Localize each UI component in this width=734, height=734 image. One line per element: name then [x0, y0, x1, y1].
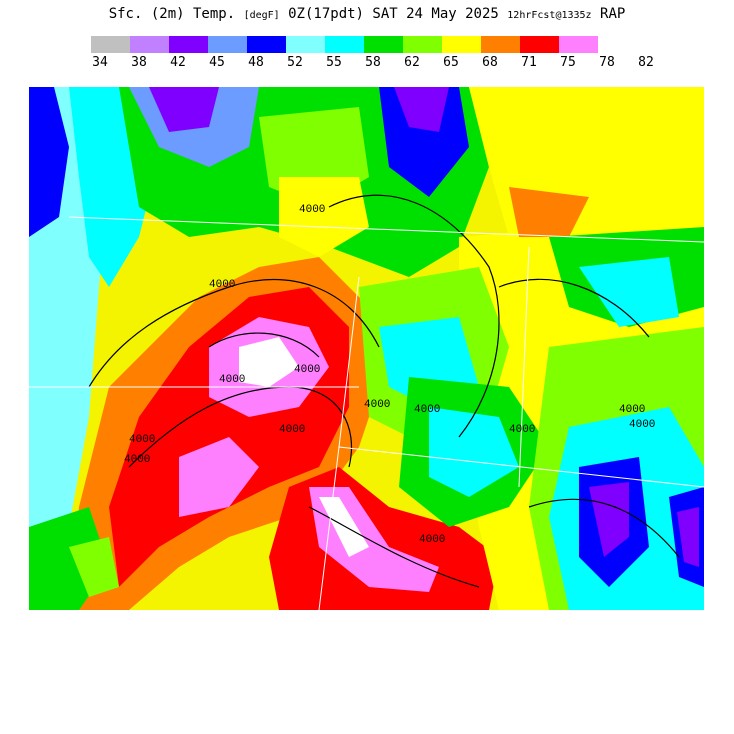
- map-canvas: 4000 4000 4000 4000 4000 4000 4000 4000 4000 4000…: [29, 87, 704, 610]
- legend-tick-label: 65: [443, 55, 459, 70]
- legend-tick-label: 78: [599, 55, 615, 70]
- contour-label: 4000: [299, 204, 325, 216]
- legend-tick-label: 38: [131, 55, 147, 70]
- temperature-map: 4000 4000 4000 4000 4000 4000 4000 4000 4000 4000…: [29, 87, 704, 610]
- map-title: Sfc. (2m) Temp. [degF] 0Z(17pdt) SAT 24 …: [0, 6, 734, 22]
- contour-label: 4000: [219, 374, 245, 386]
- contour-label: 4000: [619, 404, 645, 416]
- legend-swatch: [442, 36, 481, 53]
- legend-swatch: [364, 36, 403, 53]
- contour-label: 4000: [419, 534, 445, 546]
- legend-swatch: [520, 36, 559, 53]
- contour-label: 4000: [279, 424, 305, 436]
- contour-label: 4000: [209, 279, 235, 291]
- contour-label: 4000: [509, 424, 535, 436]
- contour-label: 4000: [124, 454, 150, 466]
- title-forecast: 12hrFcst@1335z: [507, 10, 592, 21]
- legend-swatch: [247, 36, 286, 53]
- color-legend: [91, 36, 598, 53]
- title-main: Sfc. (2m) Temp.: [108, 6, 236, 22]
- legend-swatch: [325, 36, 364, 53]
- legend-tick-label: 42: [170, 55, 186, 70]
- legend-swatch: [559, 36, 598, 53]
- legend-tick-label: 58: [365, 55, 381, 70]
- legend-swatch: [286, 36, 325, 53]
- title-run: 0Z(17pdt) SAT 24 May 2025: [288, 6, 499, 22]
- legend-tick-label: 68: [482, 55, 498, 70]
- legend-swatch: [130, 36, 169, 53]
- legend-tick-label: 34: [92, 55, 108, 70]
- legend-swatch: [403, 36, 442, 53]
- legend-tick-label: 48: [248, 55, 264, 70]
- legend-swatch: [169, 36, 208, 53]
- contour-label: 4000: [294, 364, 320, 376]
- legend-swatch: [208, 36, 247, 53]
- legend-tick-label: 75: [560, 55, 576, 70]
- contour-label: 4000: [364, 399, 390, 411]
- legend-swatch: [481, 36, 520, 53]
- legend-ticks: 34 38 42 45 48 52 55 58 62 65 68 71 75 78 82: [0, 55, 734, 71]
- legend-swatch: [91, 36, 130, 53]
- legend-tick-label: 82: [638, 55, 654, 70]
- contour-label: 4000: [629, 419, 655, 431]
- title-model: RAP: [600, 6, 626, 22]
- title-units: [degF]: [243, 10, 280, 21]
- legend-tick-label: 45: [209, 55, 225, 70]
- contour-label: 4000: [129, 434, 155, 446]
- legend-tick-label: 55: [326, 55, 342, 70]
- legend-tick-label: 52: [287, 55, 303, 70]
- legend-tick-label: 62: [404, 55, 420, 70]
- contour-label: 4000: [414, 404, 440, 416]
- legend-tick-label: 71: [521, 55, 537, 70]
